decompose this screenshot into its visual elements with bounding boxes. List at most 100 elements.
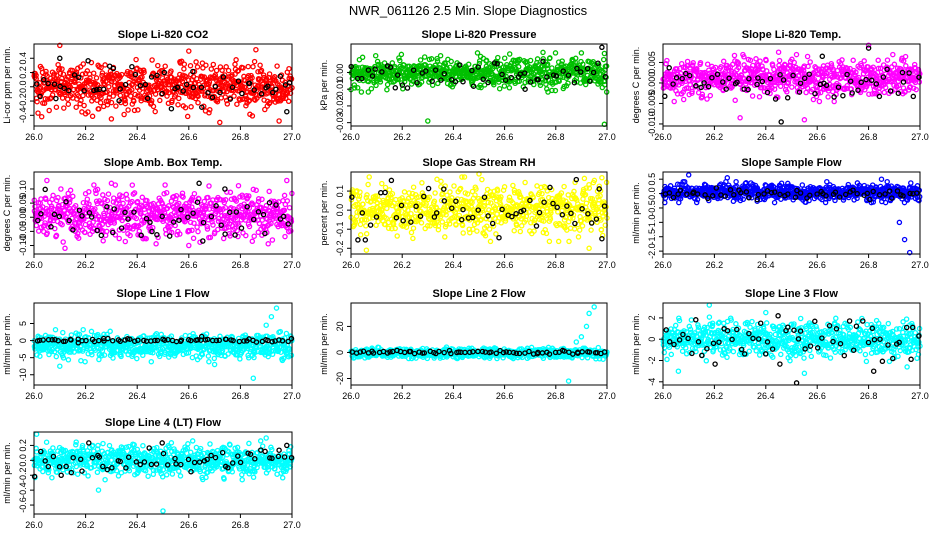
- data-point: [195, 228, 201, 235]
- data-point: [447, 64, 453, 70]
- data-point: [129, 182, 136, 188]
- data-point: [456, 212, 463, 219]
- data-point: [599, 174, 605, 181]
- data-point: [444, 65, 450, 71]
- data-point: [602, 82, 608, 88]
- x-tick-label: 26.6: [496, 132, 514, 142]
- data-point: [273, 86, 279, 93]
- data-point: [242, 96, 248, 102]
- data-point: [139, 74, 145, 80]
- figure-title: NWR_061126 2.5 Min. Slope Diagnostics: [349, 3, 588, 18]
- data-point: [116, 235, 122, 242]
- data-point: [534, 56, 541, 62]
- data-point: [731, 52, 738, 59]
- data-point: [97, 99, 104, 106]
- data-point: [699, 91, 706, 98]
- data-point: [181, 66, 187, 72]
- data-point: [60, 329, 66, 336]
- x-tick-label: 26.4: [128, 260, 146, 270]
- data-point: [804, 85, 811, 91]
- panel-title: Slope Li-820 CO2: [118, 29, 208, 41]
- data-point: [365, 75, 371, 81]
- y-tick-label: 0.005: [647, 51, 657, 74]
- data-point: [257, 68, 264, 75]
- data-point: [732, 97, 738, 104]
- data-point: [144, 197, 150, 204]
- data-point: [789, 84, 795, 90]
- data-point: [183, 81, 190, 88]
- y-tick-label: -0.2: [18, 93, 28, 109]
- data-point: [120, 200, 126, 207]
- data-point: [565, 80, 571, 86]
- data-point: [775, 49, 782, 55]
- data-point: [544, 74, 550, 80]
- data-point: [756, 94, 763, 100]
- data-point: [876, 93, 883, 100]
- y-tick-label: -2.0: [647, 243, 657, 259]
- data-point: [154, 72, 160, 79]
- data-point: [246, 83, 253, 90]
- data-point: [666, 65, 672, 71]
- data-point: [483, 57, 490, 64]
- data-point: [664, 57, 670, 64]
- data-point: [763, 68, 770, 74]
- data-point: [378, 189, 384, 196]
- data-point: [663, 60, 669, 67]
- data-point: [116, 197, 122, 204]
- data-point: [141, 69, 147, 76]
- data-point: [195, 93, 201, 100]
- data-point: [205, 194, 211, 201]
- data-point: [45, 80, 51, 87]
- data-point: [439, 190, 446, 197]
- panel-4: Slope Amb. Box Temp.degrees C per min.26…: [2, 157, 301, 270]
- data-point: [382, 189, 388, 196]
- data-point: [206, 183, 212, 189]
- data-point: [572, 220, 578, 227]
- data-point: [187, 62, 194, 69]
- data-point: [258, 67, 265, 74]
- data-point: [602, 74, 609, 80]
- data-point: [441, 186, 447, 192]
- data-point: [79, 71, 86, 78]
- data-point: [489, 220, 496, 227]
- data-point: [210, 222, 216, 228]
- data-point: [694, 196, 701, 203]
- data-point: [506, 51, 513, 57]
- y-tick-label: 0.00: [335, 64, 345, 82]
- data-point: [438, 178, 444, 185]
- data-point: [34, 98, 40, 105]
- y-tick-label: 0.0: [335, 204, 345, 217]
- data-point: [764, 89, 771, 96]
- panel-3: Slope Li-820 Temp.degrees C per min.26.0…: [631, 29, 929, 142]
- data-point: [767, 90, 773, 97]
- data-point: [513, 222, 520, 229]
- data-point: [724, 175, 731, 181]
- data-point: [704, 96, 710, 102]
- data-point: [135, 107, 141, 113]
- data-point: [598, 227, 605, 233]
- data-point: [121, 111, 127, 118]
- data-point: [495, 54, 501, 61]
- x-tick-label: 26.2: [706, 132, 724, 142]
- data-point: [540, 49, 546, 56]
- data-point: [720, 58, 727, 65]
- data-point: [282, 82, 289, 88]
- data-point: [546, 238, 553, 245]
- data-point: [253, 46, 259, 53]
- data-point: [753, 56, 759, 62]
- x-tick-label: 26.6: [496, 260, 514, 270]
- data-point: [159, 90, 165, 97]
- data-point: [33, 222, 40, 229]
- data-point: [749, 93, 756, 99]
- data-point: [442, 234, 448, 240]
- data-point: [369, 73, 376, 79]
- y-axis-label: ml/min per min.: [631, 182, 641, 244]
- data-point: [485, 79, 491, 86]
- data-point: [890, 51, 896, 58]
- data-point: [576, 227, 583, 233]
- data-point: [410, 225, 417, 231]
- x-tick-label: 26.6: [808, 260, 826, 270]
- x-tick-label: 26.4: [128, 132, 146, 142]
- data-point: [125, 107, 131, 113]
- data-point: [100, 86, 107, 92]
